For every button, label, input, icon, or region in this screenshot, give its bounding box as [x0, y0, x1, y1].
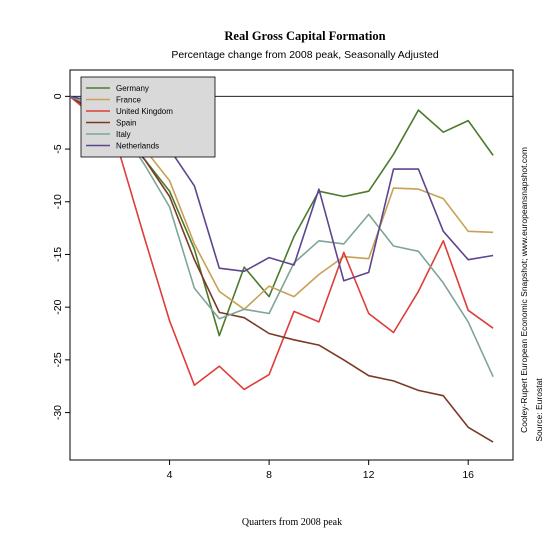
legend-entry: Italy [116, 130, 131, 139]
legend: Germany France United Kingdom Spain Italy Net… [80, 76, 216, 158]
y-tick-label: -5 [52, 144, 64, 153]
x-tick-label: 16 [462, 469, 474, 481]
x-tick-label: 4 [167, 469, 173, 481]
y-axis: 0 -5 -10 -15 -20 -25 -30 [52, 93, 70, 420]
source-credit: Cooley-Rupert European Economic Snapshot… [519, 147, 529, 433]
x-tick-label: 8 [266, 469, 272, 481]
legend-entry: France [116, 96, 141, 105]
legend-box [80, 76, 216, 158]
y-tick-label: 0 [52, 93, 64, 99]
y-tick-label: -20 [52, 299, 64, 314]
y-tick-label: -25 [52, 352, 64, 367]
chart-title: Real Gross Capital Formation [224, 29, 385, 43]
y-tick-label: -30 [52, 405, 64, 420]
x-axis-label: Quarters from 2008 peak [242, 517, 342, 528]
x-tick-label: 12 [363, 469, 375, 481]
plot-frame [69, 69, 514, 461]
legend-entry: Netherlands [116, 142, 159, 151]
legend-entry: Germany [116, 84, 149, 93]
chart-subtitle: Percentage change from 2008 peak, Season… [171, 49, 439, 61]
legend-entry: United Kingdom [116, 107, 173, 116]
legend-entry: Spain [116, 119, 136, 128]
y-tick-label: -15 [52, 247, 64, 262]
series-line-italy [69, 95, 494, 378]
y-tick-label: -10 [52, 194, 64, 209]
series-line-united-kingdom [69, 95, 494, 391]
x-axis: 4 8 12 16 [167, 460, 474, 481]
source-note: Source: Eurostat [534, 378, 544, 442]
